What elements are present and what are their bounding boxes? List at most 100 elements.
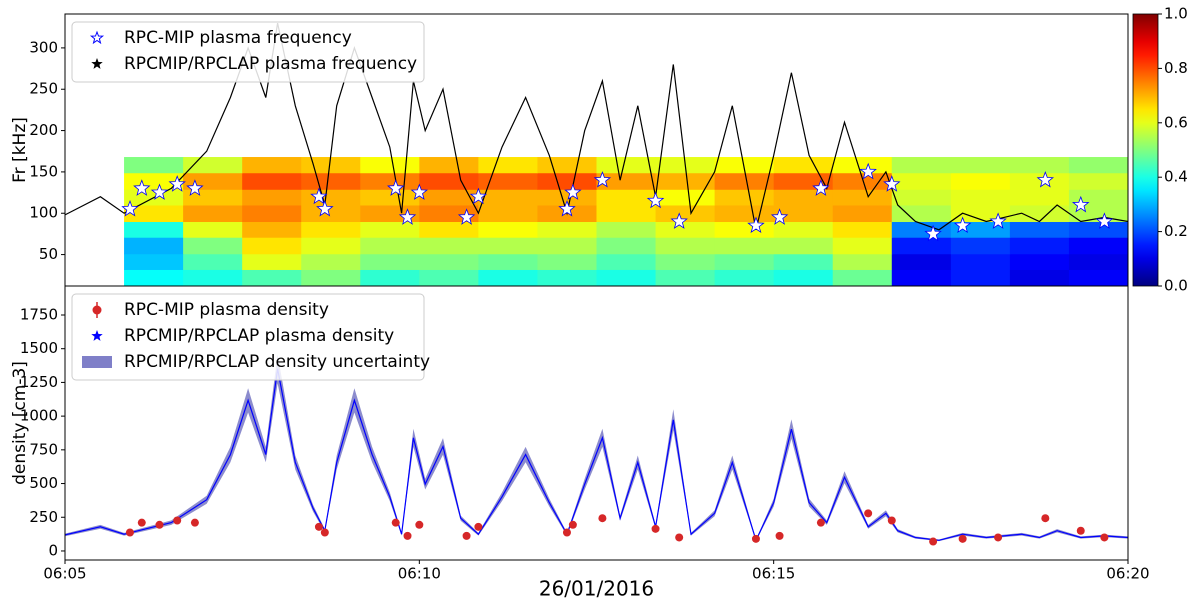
heatmap-cell	[360, 269, 420, 286]
heatmap-cell	[124, 157, 184, 174]
y-tick-label: 250	[29, 80, 58, 98]
legend-swatch	[89, 30, 105, 45]
heatmap-cell	[773, 204, 834, 223]
y-tick-label: 250	[29, 508, 58, 526]
y-axis-label: Fr [kHz]	[10, 117, 30, 183]
star-marker	[924, 224, 942, 242]
heatmap-cell	[537, 253, 597, 270]
heatmap-cell	[242, 157, 302, 174]
colorbar-tick-label: 0.0	[1164, 277, 1188, 295]
heatmap-cell	[419, 221, 479, 238]
x-tick-label: 06:05	[43, 565, 86, 583]
heatmap-cell	[478, 269, 538, 286]
heatmap-cell	[1068, 221, 1128, 238]
heatmap-cell	[537, 269, 597, 286]
heatmap-cell	[301, 204, 361, 223]
heatmap-cell	[478, 172, 538, 190]
heatmap-cell	[773, 157, 834, 174]
heatmap-cell	[537, 221, 597, 238]
heatmap-cell	[714, 189, 775, 206]
colorbar-tick-label: 0.4	[1164, 168, 1188, 186]
dot-marker	[675, 533, 684, 542]
y-tick-label: 1500	[20, 339, 58, 357]
heatmap-cell	[1009, 237, 1070, 255]
heatmap-cell	[1068, 157, 1128, 174]
heatmap-cell	[419, 189, 479, 206]
heatmap-cell	[832, 237, 893, 255]
star-marker	[1095, 212, 1114, 229]
heatmap-cell	[714, 221, 775, 238]
heatmap-cell	[419, 237, 479, 255]
heatmap-cell	[832, 269, 893, 286]
star-marker	[747, 216, 765, 234]
heatmap-cell	[1068, 189, 1128, 206]
heatmap-cell	[478, 157, 538, 174]
y-tick-label: 1000	[20, 407, 58, 425]
heatmap-cell	[1009, 157, 1070, 174]
star-marker	[469, 187, 488, 205]
plot-area	[65, 22, 1128, 286]
series-line	[65, 22, 1128, 231]
heatmap-cell	[1009, 172, 1070, 190]
heatmap-cell	[891, 189, 952, 206]
heatmap-cell	[891, 157, 952, 174]
heatmap-cell	[655, 204, 716, 223]
star-marker	[770, 208, 789, 225]
heatmap-cell	[301, 253, 361, 270]
star-marker	[310, 187, 328, 205]
heatmap-cell	[596, 172, 657, 190]
colorbar-tick-label: 1.0	[1164, 5, 1188, 23]
heatmap-cell	[714, 269, 775, 286]
heatmap-cell	[773, 221, 834, 238]
heatmap-cell	[714, 172, 775, 190]
heatmap-cell	[596, 157, 657, 174]
legend-swatch	[91, 330, 103, 341]
heatmap-cell	[360, 237, 420, 255]
heatmap-cell	[478, 189, 538, 206]
heatmap-cell	[360, 221, 420, 238]
heatmap-cell	[655, 253, 716, 270]
heatmap-cell	[1009, 204, 1070, 223]
legend-label: RPCMIP/RPCLAP plasma frequency	[124, 54, 417, 74]
heatmap-cell	[537, 157, 597, 174]
dot-marker	[320, 528, 329, 537]
legend-box	[71, 293, 425, 381]
dot-marker	[155, 520, 164, 529]
star-marker	[168, 175, 186, 192]
dot-marker	[568, 520, 577, 529]
heatmap-cell	[773, 269, 834, 286]
heatmap-cell	[1009, 189, 1070, 206]
star-marker	[883, 175, 901, 192]
colorbar	[1132, 13, 1159, 287]
heatmap-cell	[1009, 269, 1070, 286]
heatmap-cell	[1009, 253, 1070, 270]
star-marker	[558, 199, 576, 217]
heatmap-cell	[124, 204, 184, 223]
heatmap-cell	[301, 269, 361, 286]
heatmap-cell	[832, 172, 893, 190]
heatmap-cell	[891, 204, 952, 223]
heatmap-cell	[537, 237, 597, 255]
dot-marker	[994, 533, 1003, 542]
x-axis-label: 26/01/2016	[539, 577, 654, 601]
axes-frame	[64, 285, 1129, 561]
heatmap-cell	[478, 221, 538, 238]
y-tick-label: 1250	[20, 373, 58, 391]
heatmap-cell	[950, 172, 1011, 190]
heatmap-cell	[714, 253, 775, 270]
star-marker	[812, 179, 830, 196]
heatmap-cell	[124, 253, 184, 270]
x-tick-label: 06:15	[752, 565, 795, 583]
heatmap-cell	[950, 189, 1011, 206]
dot-marker	[598, 514, 607, 523]
x-tick-label: 06:20	[1106, 565, 1149, 583]
heatmap-cell	[832, 204, 893, 223]
heatmap-cell	[1068, 269, 1128, 286]
heatmap-cell	[242, 172, 302, 190]
heatmap-cell	[891, 269, 952, 286]
dot-marker	[864, 509, 873, 518]
star-marker	[646, 191, 665, 209]
heatmap-cell	[655, 237, 716, 255]
heatmap-cell	[832, 157, 893, 174]
